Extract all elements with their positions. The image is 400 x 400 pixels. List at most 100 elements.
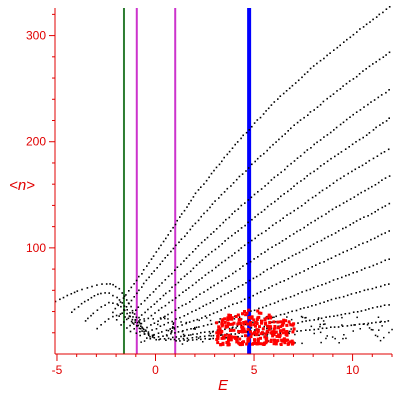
data-point-curve-2 — [278, 138, 280, 141]
data-point-curve-3 — [185, 257, 188, 259]
data-point-curve-5 — [195, 281, 197, 284]
data-point-curve-2 — [254, 160, 256, 163]
data-point-scatter — [211, 331, 214, 333]
data-point-curve-14 — [136, 321, 139, 324]
data-point-red — [221, 323, 225, 327]
data-point-curve-8 — [350, 248, 353, 250]
data-point-curve-5 — [140, 322, 143, 325]
data-point-curve-5 — [268, 227, 270, 229]
data-point-red — [269, 331, 273, 335]
data-point-curve-1 — [294, 82, 297, 84]
y-axis-title: <n> — [9, 177, 35, 194]
data-point-curve-10 — [323, 301, 325, 303]
data-point-curve-10 — [228, 327, 231, 330]
data-point-scatter — [372, 329, 374, 331]
data-point-curve-3 — [339, 123, 342, 126]
data-point-curve-12 — [313, 328, 315, 331]
data-point-curve-2 — [382, 56, 385, 58]
data-point-curve-13 — [101, 283, 103, 285]
data-point-curve-9 — [301, 291, 303, 293]
data-point-curve-6 — [203, 291, 205, 293]
data-point-curve-5 — [329, 184, 331, 187]
data-point-curve-1 — [382, 11, 384, 14]
data-point-curve-6 — [177, 307, 180, 309]
data-point-curve-10 — [367, 288, 369, 291]
data-point-curve-8 — [338, 253, 341, 256]
data-point-curve-7 — [167, 321, 169, 324]
data-point-curve-6 — [199, 293, 201, 295]
data-point-curve-4 — [150, 306, 152, 308]
data-point-curve-3 — [155, 288, 157, 290]
data-point-curve-2 — [150, 273, 153, 275]
data-point-scatter — [319, 323, 321, 326]
data-point-curve-2 — [197, 219, 200, 222]
data-point-curve-11 — [388, 304, 390, 306]
data-point-curve-5 — [191, 284, 194, 287]
data-point-curve-3 — [264, 185, 266, 187]
data-point-curve-9 — [372, 264, 375, 267]
data-point-red — [243, 334, 247, 338]
data-point-curve-9 — [356, 271, 358, 273]
data-point-red — [256, 339, 260, 343]
data-point-curve-8 — [299, 272, 301, 274]
data-point-curve-5 — [383, 151, 386, 153]
data-point-curve-8 — [192, 319, 195, 322]
data-point-curve-5 — [227, 256, 230, 259]
data-point-curve-10 — [159, 338, 162, 340]
data-point-curve-7 — [266, 268, 268, 271]
data-point-curve-3 — [355, 111, 358, 113]
data-point-curve-3 — [237, 208, 240, 210]
data-point-red — [261, 327, 265, 331]
data-point-curve-2 — [368, 65, 371, 68]
data-point-curve-7 — [323, 237, 326, 240]
data-point-curve-4 — [159, 298, 162, 300]
data-point-curve-1 — [273, 101, 276, 103]
data-point-curve-16 — [148, 334, 150, 337]
data-point-curve-2 — [178, 241, 180, 244]
data-point-red — [221, 335, 225, 339]
data-point-curve-7 — [330, 234, 333, 236]
data-point-curve-7 — [359, 218, 362, 220]
data-point-curve-8 — [377, 235, 379, 238]
data-point-curve-3 — [149, 294, 151, 296]
data-point-curve-1 — [183, 209, 186, 212]
data-point-curve-14 — [132, 316, 134, 318]
data-point-red — [229, 338, 233, 342]
data-point-scatter — [164, 317, 166, 320]
data-point-curve-8 — [149, 335, 151, 338]
data-point-scatter — [143, 318, 145, 320]
data-point-scatter — [205, 317, 208, 319]
data-point-curve-5 — [154, 312, 156, 314]
data-point-red — [226, 321, 230, 325]
data-point-scatter — [181, 330, 184, 333]
data-point-curve-5 — [147, 317, 150, 320]
data-point-curve-13 — [91, 285, 93, 288]
data-point-scatter — [288, 332, 290, 335]
data-point-scatter — [180, 321, 182, 323]
data-point-curve-3 — [131, 312, 134, 314]
data-point-curve-16 — [136, 325, 138, 327]
data-point-red — [227, 336, 230, 340]
data-point-curve-10 — [208, 330, 211, 333]
data-point-curve-1 — [240, 137, 242, 140]
data-point-curve-2 — [121, 312, 123, 314]
data-point-red — [279, 329, 283, 333]
data-point-curve-7 — [220, 295, 222, 298]
data-point-curve-9 — [364, 267, 366, 270]
data-point-curve-6 — [191, 298, 194, 300]
data-point-curve-1 — [119, 301, 122, 303]
data-point-curve-5 — [279, 219, 281, 222]
data-point-red — [279, 343, 283, 346]
data-point-curve-1 — [192, 196, 195, 198]
data-point-curve-16 — [133, 323, 135, 325]
data-point-curve-10 — [196, 333, 198, 335]
data-point-scatter — [172, 323, 174, 325]
data-point-red — [237, 330, 241, 334]
data-point-curve-13 — [86, 287, 89, 289]
data-point-curve-1 — [362, 26, 365, 28]
data-point-curve-2 — [184, 235, 186, 238]
data-point-curve-15 — [143, 331, 145, 333]
data-point-curve-14 — [93, 295, 96, 297]
data-point-scatter — [192, 328, 195, 330]
data-point-curve-1 — [326, 54, 328, 57]
